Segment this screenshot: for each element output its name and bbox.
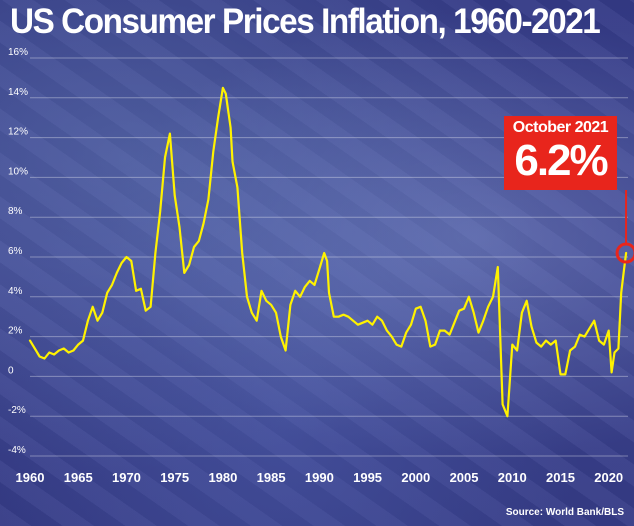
highlight-ring [615, 242, 634, 264]
y-tick-label: 4% [8, 286, 23, 297]
x-tick-label: 1960 [16, 470, 45, 485]
y-tick-label: -2% [8, 405, 26, 416]
y-tick-label: 12% [8, 127, 28, 138]
x-tick-label: 2020 [594, 470, 623, 485]
y-tick-label: -4% [8, 445, 26, 456]
x-tick-label: 2010 [498, 470, 527, 485]
x-tick-label: 1970 [112, 470, 141, 485]
y-tick-label: 8% [8, 206, 23, 217]
series-layer [28, 86, 628, 418]
source-note: Source: World Bank/BLS [505, 507, 624, 518]
x-tick-label: 2000 [401, 470, 430, 485]
annotation-layer [615, 190, 634, 264]
x-tick-label: 1985 [257, 470, 286, 485]
callout-box: October 2021 6.2% [504, 116, 617, 190]
gridlines [30, 57, 628, 457]
x-tick-label: 1965 [64, 470, 93, 485]
y-tick-label: 2% [8, 326, 23, 337]
x-axis-ticks: 1960 1965 1970 1975 1980 1985 1990 1995 2000 2005… [16, 470, 624, 485]
y-tick-label: 16% [8, 47, 28, 58]
y-tick-label: 14% [8, 87, 28, 98]
x-tick-label: 2015 [546, 470, 575, 485]
x-tick-label: 1975 [160, 470, 189, 485]
y-tick-label: 0 [8, 365, 14, 376]
y-axis-ticks: 16% 14% 12% 10% 8% 6% 4% 2% 0 -2% -4% [8, 47, 28, 456]
series-line-0 [28, 86, 628, 418]
chart-title: US Consumer Prices Inflation, 1960-2021 [10, 2, 601, 41]
y-tick-label: 6% [8, 246, 23, 257]
x-tick-label: 1995 [353, 470, 382, 485]
callout-value: 6.2% [514, 136, 608, 185]
y-tick-label: 10% [8, 166, 28, 177]
x-tick-label: 1980 [208, 470, 237, 485]
callout-date: October 2021 [512, 119, 609, 136]
x-tick-label: 2005 [450, 470, 479, 485]
x-tick-label: 1990 [305, 470, 334, 485]
